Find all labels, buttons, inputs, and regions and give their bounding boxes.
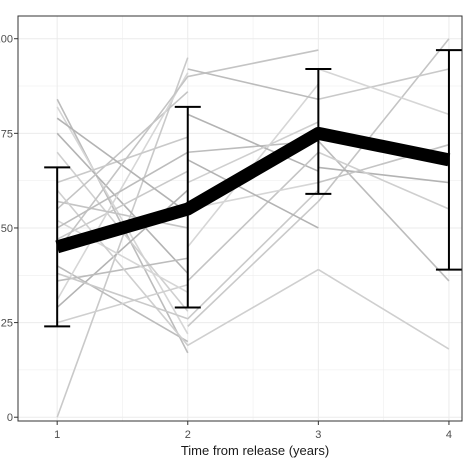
error-bar <box>44 166 71 328</box>
individual-series-line <box>56 170 189 241</box>
individual-series-line <box>187 200 319 327</box>
y-axis-tick-label: 0 <box>7 412 13 424</box>
individual-series-line <box>187 113 319 172</box>
panel-border <box>17 15 463 422</box>
x-axis-tick-label: 3 <box>315 429 321 441</box>
individual-series-line <box>56 189 319 320</box>
y-axis-tick-label: 100 <box>0 34 13 46</box>
y-axis-tick-label: 75 <box>1 128 13 140</box>
mean-series-line <box>55 126 451 254</box>
individual-series-line <box>56 106 189 335</box>
individual-series-line <box>56 136 189 184</box>
y-axis-tick-label: 50 <box>1 223 13 235</box>
y-axis-ticks: 0 25 50 75 100 <box>0 34 18 424</box>
error-bar <box>305 67 332 195</box>
x-axis-title: Time from release (years) <box>181 443 329 458</box>
individual-series-line <box>56 117 189 214</box>
individual-series-line <box>57 200 188 229</box>
x-axis-tick-label: 2 <box>185 429 191 441</box>
error-bars-layer <box>44 49 462 328</box>
individual-series-line <box>187 181 319 210</box>
individual-series-line <box>318 68 450 116</box>
x-axis-ticks: 1 2 3 4 <box>54 421 452 441</box>
individual-series-line <box>56 189 319 347</box>
individual-series-line <box>56 132 189 274</box>
individual-series-line <box>56 283 188 324</box>
individual-series-line <box>57 257 188 282</box>
individual-series-line <box>318 151 450 210</box>
individual-series-line <box>56 49 319 252</box>
individual-series-line <box>318 68 450 101</box>
individual-series-line <box>187 151 319 282</box>
individual-series-line <box>56 72 189 301</box>
error-bar <box>435 49 462 271</box>
individual-series-line <box>317 38 450 202</box>
individual-series-line <box>318 166 450 184</box>
individual-series-line <box>187 159 319 229</box>
individual-series-line <box>187 121 319 184</box>
individual-series-line <box>317 268 450 350</box>
individual-series-line <box>187 68 319 101</box>
individual-series-line <box>56 219 189 294</box>
y-axis-tick-label: 25 <box>1 318 13 330</box>
x-axis-tick-label: 1 <box>54 429 60 441</box>
error-bar <box>174 105 201 309</box>
mean-series-layer <box>55 126 451 254</box>
individual-series-line <box>317 140 450 282</box>
individual-series-line <box>56 57 189 418</box>
x-axis-tick-label: 4 <box>446 429 452 441</box>
